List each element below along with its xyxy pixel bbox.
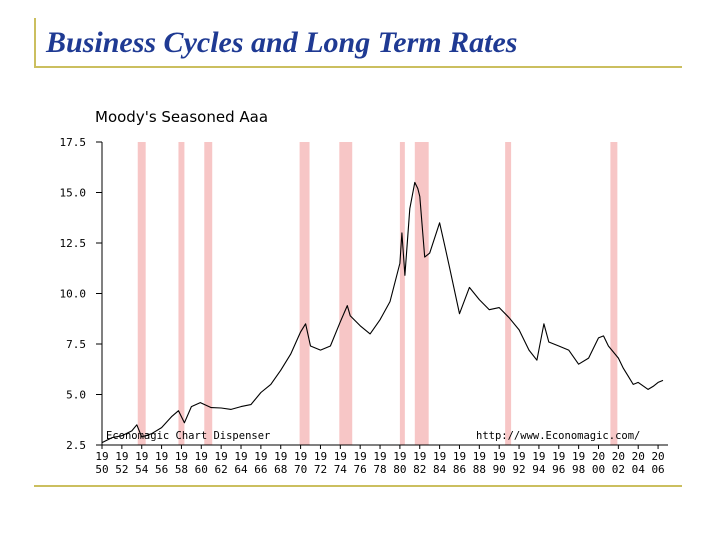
x-tick-label-bottom-13: 76 [354,463,367,476]
x-tick-label-bottom-15: 80 [393,463,406,476]
x-tick-label-top-22: 19 [532,450,545,463]
x-tick-label-bottom-2: 54 [135,463,149,476]
watermark-left: Economagic Chart Dispenser [106,430,270,442]
recession-band-0 [137,142,146,445]
recession-band-6 [414,142,429,445]
x-tick-label-top-17: 19 [433,450,446,463]
x-tick-label-top-12: 19 [334,450,347,463]
x-tick-label-bottom-18: 86 [453,463,466,476]
x-tick-label-top-25: 20 [592,450,605,463]
x-tick-label-top-6: 19 [215,450,228,463]
x-tick-label-bottom-28: 06 [651,463,664,476]
x-tick-label-top-0: 19 [95,450,108,463]
x-tick-label-top-27: 20 [632,450,645,463]
x-tick-label-bottom-26: 02 [612,463,625,476]
x-tick-label-bottom-24: 98 [572,463,585,476]
y-tick-label-4: 12.5 [60,237,87,250]
recession-band-8 [610,142,618,445]
x-axis-ticks: 1950195219541956195819601962196419661968… [95,445,665,476]
recession-band-4 [339,142,353,445]
x-tick-label-top-18: 19 [453,450,466,463]
x-tick-label-top-10: 19 [294,450,307,463]
x-tick-label-bottom-27: 04 [632,463,646,476]
x-tick-label-bottom-23: 96 [552,463,565,476]
x-tick-label-bottom-25: 00 [592,463,605,476]
x-tick-label-top-20: 19 [493,450,506,463]
chart-title: Moody's Seasoned Aaa [95,108,268,126]
x-tick-label-top-16: 19 [413,450,426,463]
slide-title: Business Cycles and Long Term Rates [46,26,518,59]
y-tick-label-6: 17.5 [60,136,87,149]
x-tick-label-bottom-11: 72 [314,463,327,476]
x-tick-label-bottom-3: 56 [155,463,168,476]
x-tick-label-top-11: 19 [314,450,327,463]
y-tick-label-0: 2.5 [66,439,86,452]
recession-bands [137,142,618,445]
recession-band-1 [178,142,185,445]
series-layer [101,181,664,444]
watermark-right: http://www.Economagic.com/ [476,430,640,442]
y-tick-label-3: 10.0 [60,288,87,301]
x-tick-label-bottom-8: 66 [254,463,267,476]
x-tick-label-top-13: 19 [354,450,367,463]
x-tick-label-bottom-6: 62 [215,463,228,476]
recession-band-3 [299,142,310,445]
x-tick-label-top-5: 19 [195,450,208,463]
x-tick-label-bottom-5: 60 [195,463,208,476]
title-left-rule [34,18,36,68]
x-tick-label-top-19: 19 [473,450,486,463]
x-tick-label-top-28: 20 [651,450,664,463]
x-tick-label-bottom-7: 64 [234,463,248,476]
y-tick-label-2: 7.5 [66,338,86,351]
x-tick-label-bottom-9: 68 [274,463,287,476]
x-tick-label-bottom-4: 58 [175,463,188,476]
footer-rule [34,485,682,487]
x-tick-label-top-21: 19 [512,450,525,463]
y-tick-label-5: 15.0 [60,187,87,200]
recession-band-2 [204,142,213,445]
x-tick-label-top-14: 19 [373,450,386,463]
x-tick-label-bottom-20: 90 [493,463,506,476]
x-tick-label-top-9: 19 [274,450,287,463]
x-tick-label-top-4: 19 [175,450,188,463]
x-tick-label-bottom-21: 92 [512,463,525,476]
recession-band-5 [399,142,405,445]
x-tick-label-bottom-0: 50 [95,463,108,476]
y-axis-ticks: 2.5 5.0 7.5 10.0 12.5 15.0 17.5 [60,136,102,452]
x-tick-label-top-1: 19 [115,450,128,463]
x-tick-label-bottom-16: 82 [413,463,426,476]
x-tick-label-bottom-1: 52 [115,463,128,476]
x-tick-label-top-23: 19 [552,450,565,463]
x-tick-label-top-2: 19 [135,450,148,463]
title-underline [34,66,682,68]
x-tick-label-bottom-10: 70 [294,463,307,476]
x-tick-label-top-7: 19 [234,450,247,463]
x-tick-label-bottom-22: 94 [532,463,546,476]
x-tick-label-top-15: 19 [393,450,406,463]
x-tick-label-top-24: 19 [572,450,585,463]
x-tick-label-bottom-17: 84 [433,463,447,476]
x-tick-label-top-26: 20 [612,450,625,463]
x-tick-label-bottom-12: 74 [334,463,348,476]
recession-band-7 [505,142,512,445]
x-tick-label-bottom-14: 78 [373,463,386,476]
y-tick-label-1: 5.0 [66,389,86,402]
series-line-0 [101,181,664,444]
x-tick-label-top-8: 19 [254,450,267,463]
x-tick-label-bottom-19: 88 [473,463,486,476]
x-tick-label-top-3: 19 [155,450,168,463]
